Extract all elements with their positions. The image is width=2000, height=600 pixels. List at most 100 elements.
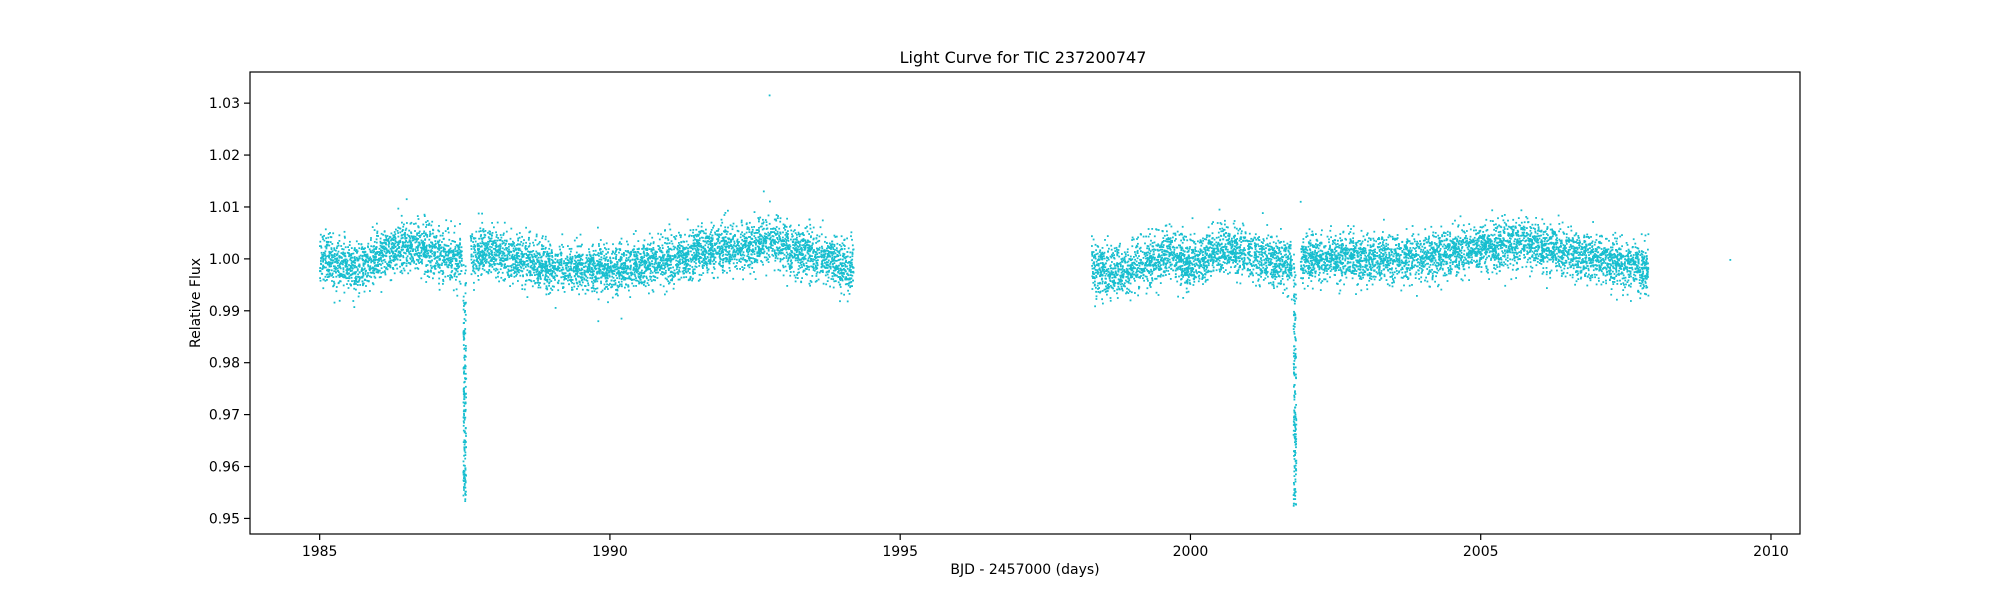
data-point bbox=[599, 251, 602, 254]
data-point bbox=[407, 262, 410, 264]
data-point bbox=[735, 249, 738, 252]
data-point bbox=[493, 226, 495, 229]
data-point bbox=[784, 265, 787, 268]
data-point bbox=[623, 278, 625, 281]
data-point bbox=[449, 274, 452, 277]
data-point bbox=[472, 237, 475, 239]
data-point bbox=[691, 266, 694, 268]
data-point bbox=[447, 254, 449, 257]
data-point bbox=[640, 261, 643, 264]
data-point bbox=[841, 262, 844, 265]
data-point bbox=[419, 234, 422, 237]
data-point bbox=[454, 262, 457, 265]
data-point bbox=[769, 246, 772, 248]
data-point bbox=[488, 233, 491, 235]
data-point bbox=[702, 236, 704, 239]
data-point bbox=[450, 271, 453, 274]
data-point bbox=[396, 267, 399, 270]
data-point bbox=[474, 263, 477, 266]
data-point bbox=[405, 248, 408, 251]
data-point bbox=[406, 250, 408, 253]
data-point bbox=[614, 263, 617, 266]
data-point bbox=[633, 278, 636, 281]
data-point bbox=[749, 263, 752, 266]
data-point bbox=[560, 258, 563, 260]
data-point bbox=[603, 265, 606, 268]
data-point bbox=[841, 264, 843, 267]
data-point bbox=[672, 272, 675, 274]
data-point bbox=[504, 278, 506, 280]
data-point bbox=[446, 244, 448, 247]
data-point bbox=[757, 217, 760, 219]
data-point bbox=[684, 248, 687, 250]
data-point bbox=[719, 260, 721, 263]
data-point bbox=[676, 248, 679, 251]
data-point bbox=[710, 248, 713, 250]
data-point bbox=[548, 269, 550, 272]
data-point bbox=[629, 255, 632, 258]
data-point bbox=[476, 258, 478, 260]
data-point bbox=[358, 263, 361, 266]
data-point bbox=[369, 290, 371, 292]
data-point bbox=[652, 279, 655, 281]
data-point bbox=[498, 249, 501, 252]
data-point bbox=[654, 276, 657, 278]
data-point bbox=[720, 240, 723, 243]
data-point bbox=[779, 269, 782, 272]
data-point bbox=[725, 260, 728, 263]
data-point bbox=[479, 235, 482, 238]
data-point bbox=[846, 283, 848, 285]
data-point bbox=[380, 267, 383, 270]
data-point bbox=[830, 246, 833, 249]
data-point bbox=[511, 257, 513, 259]
data-point bbox=[795, 238, 798, 241]
data-point bbox=[591, 276, 594, 279]
data-point bbox=[664, 266, 666, 269]
data-point bbox=[406, 255, 409, 258]
data-point bbox=[355, 256, 358, 259]
data-point bbox=[621, 275, 624, 278]
data-point bbox=[736, 247, 738, 250]
data-point bbox=[732, 238, 734, 241]
data-point bbox=[570, 247, 573, 250]
data-point bbox=[782, 223, 785, 226]
data-point bbox=[343, 235, 346, 238]
data-point bbox=[813, 267, 815, 270]
data-point bbox=[448, 257, 451, 259]
data-point bbox=[735, 265, 738, 267]
data-point bbox=[717, 228, 720, 230]
data-point bbox=[474, 237, 477, 240]
data-point bbox=[319, 279, 322, 282]
data-point bbox=[646, 265, 649, 268]
data-point bbox=[699, 262, 701, 265]
data-point bbox=[594, 254, 597, 256]
data-point bbox=[324, 245, 327, 248]
data-point bbox=[566, 256, 569, 259]
data-point bbox=[706, 267, 708, 269]
data-point bbox=[512, 257, 515, 259]
data-point bbox=[847, 262, 849, 264]
data-point bbox=[740, 242, 743, 245]
data-point bbox=[651, 252, 654, 255]
data-point bbox=[765, 259, 768, 262]
data-point bbox=[339, 272, 342, 275]
data-point bbox=[711, 243, 714, 245]
data-point bbox=[744, 259, 747, 261]
data-point bbox=[343, 242, 345, 245]
data-point bbox=[448, 238, 451, 241]
data-point bbox=[508, 254, 511, 257]
data-point bbox=[613, 280, 615, 282]
data-point bbox=[434, 265, 437, 267]
data-point bbox=[542, 245, 545, 248]
data-point bbox=[543, 282, 546, 285]
data-point bbox=[708, 262, 711, 265]
data-point bbox=[849, 285, 852, 288]
data-point bbox=[443, 243, 446, 246]
data-point bbox=[393, 255, 396, 257]
data-point bbox=[628, 289, 630, 292]
data-point bbox=[348, 272, 350, 275]
data-point bbox=[550, 274, 553, 277]
data-point bbox=[788, 256, 791, 259]
data-point bbox=[383, 245, 385, 248]
data-point bbox=[326, 276, 329, 278]
